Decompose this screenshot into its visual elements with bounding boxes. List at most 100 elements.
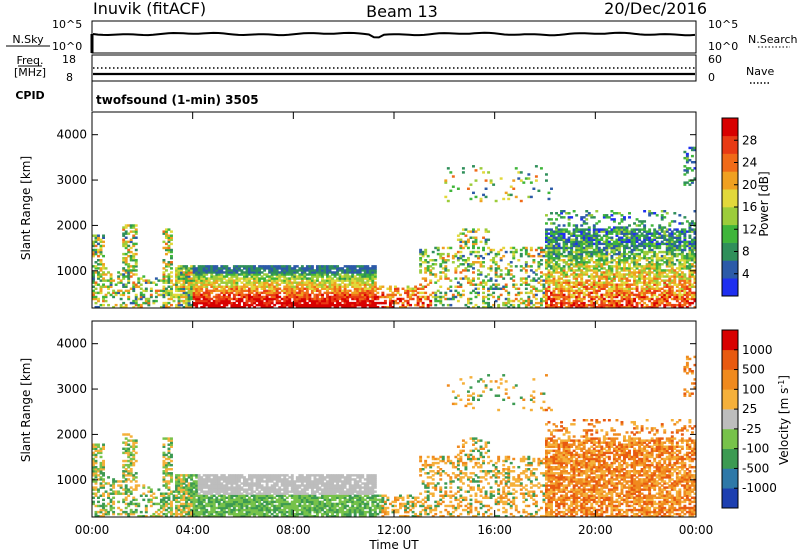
power-cell: [600, 248, 604, 252]
power-cell: [592, 261, 596, 264]
power-cell: [288, 299, 292, 303]
power-cell: [612, 285, 616, 288]
power-cell: [217, 279, 221, 282]
power-cell: [358, 285, 362, 288]
power-cell: [205, 281, 209, 284]
power-cell: [522, 277, 526, 280]
power-cell: [243, 271, 246, 274]
power-cell: [192, 293, 196, 297]
power-cell: [92, 297, 95, 301]
power-cell: [356, 291, 360, 295]
power-cell: [650, 277, 654, 280]
power-cell: [346, 293, 350, 297]
power-cell: [562, 295, 566, 299]
power-cell: [419, 263, 423, 266]
power-cell: [180, 271, 183, 274]
power-cell: [132, 301, 136, 305]
power-cell: [517, 291, 521, 295]
power-cell: [94, 271, 98, 274]
power-cell: [509, 273, 513, 276]
power-cell: [472, 242, 475, 246]
power-cell: [240, 295, 244, 299]
power-cell: [482, 285, 485, 288]
power-cell: [406, 303, 410, 307]
power-cell: [253, 285, 256, 288]
power-cell: [142, 301, 146, 305]
power-cell: [587, 267, 591, 270]
power-cell: [625, 238, 629, 242]
power-cell: [353, 277, 357, 280]
power-cell: [215, 267, 219, 270]
power-cell: [512, 305, 516, 309]
power-cell: [310, 265, 314, 268]
power-cell: [529, 248, 533, 252]
power-cell: [459, 293, 463, 297]
power-cell: [675, 230, 679, 233]
power-cell: [612, 218, 616, 221]
power-cell: [683, 291, 687, 295]
power-cell: [134, 295, 138, 299]
power-cell: [225, 275, 229, 278]
power-cell: [585, 242, 589, 246]
power-cell: [665, 295, 669, 299]
power-cell: [348, 289, 352, 293]
power-cell: [434, 259, 438, 262]
power-cell: [97, 263, 100, 266]
power-cell: [625, 226, 629, 229]
power-cell: [643, 254, 647, 258]
velocity-cell: [107, 512, 111, 516]
velocity-cell: [164, 461, 168, 465]
power-cell: [187, 295, 191, 299]
power-cell: [185, 305, 189, 309]
power-cell: [99, 273, 103, 276]
power-cell: [195, 279, 199, 282]
power-cell: [99, 291, 103, 295]
power-cell: [623, 305, 626, 309]
power-cell: [258, 267, 262, 270]
power-cell: [97, 271, 100, 274]
power-cell: [253, 287, 256, 291]
power-cell: [607, 242, 611, 246]
power-cell: [545, 238, 548, 242]
power-cell: [630, 230, 634, 233]
velocity-cell: [122, 459, 126, 463]
power-cell: [235, 281, 239, 284]
velocity-cell: [134, 498, 138, 502]
power-cell: [567, 295, 571, 299]
power-cell: [225, 289, 229, 293]
power-cell: [197, 267, 201, 270]
power-cell: [612, 226, 616, 229]
power-cell: [260, 267, 264, 270]
power-cell: [260, 299, 264, 303]
power-cell: [562, 238, 566, 242]
power-cell: [572, 228, 576, 231]
power-cell: [444, 275, 448, 278]
power-cell: [550, 305, 553, 309]
power-cell: [683, 234, 687, 237]
power-cell: [688, 244, 692, 248]
power-cell: [114, 291, 118, 295]
power-cell: [600, 301, 604, 305]
power-cell: [595, 248, 599, 252]
power-cell: [472, 191, 475, 195]
power-cell: [602, 275, 606, 278]
power-cell: [429, 269, 433, 272]
power-cell: [668, 271, 672, 274]
velocity-cell: [170, 478, 173, 481]
power-cell: [575, 234, 579, 237]
power-cell: [693, 242, 697, 246]
power-cell: [633, 259, 636, 262]
power-cell: [283, 297, 287, 301]
power-cell: [353, 289, 357, 293]
power-cell: [643, 305, 647, 309]
power-cell: [411, 297, 415, 301]
power-cell: [630, 301, 634, 305]
power-cell: [655, 289, 659, 293]
power-cell: [655, 279, 659, 282]
power-cell: [348, 269, 352, 272]
power-cell: [275, 285, 279, 288]
power-cell: [638, 263, 642, 266]
power-cell: [615, 230, 619, 233]
power-cell: [270, 285, 274, 288]
power-cell: [210, 285, 214, 288]
